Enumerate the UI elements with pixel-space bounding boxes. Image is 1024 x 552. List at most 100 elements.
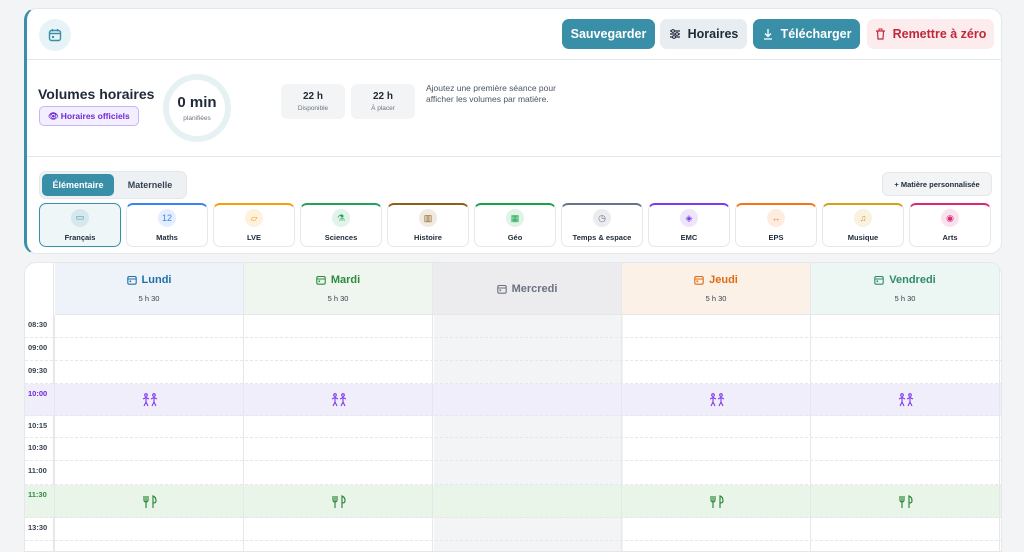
map-icon: ▦ (506, 209, 524, 227)
subject-label: Géo (507, 233, 523, 242)
dumbbell-icon: ↔ (767, 209, 785, 227)
time-row: 13:30 (25, 518, 1001, 541)
time-row: 08:30 (25, 315, 1001, 338)
column-divider (432, 315, 433, 551)
recess-icon[interactable] (244, 384, 433, 416)
book-icon: ▭ (71, 208, 89, 227)
level-switch: Élémentaire Maternelle (39, 171, 187, 199)
day-hours: 5 h 30 (705, 294, 727, 303)
time-label: 13:30 (28, 523, 48, 532)
subject-label: Musique (847, 233, 879, 242)
day-hours: 5 h 30 (138, 294, 160, 303)
calendar-icon (496, 284, 507, 294)
day-label: Jeudi (709, 274, 738, 286)
subject-label: LVE (246, 233, 262, 242)
subject-card[interactable]: ▥ Histoire (387, 203, 469, 247)
subject-card[interactable]: ↔ EPS (735, 203, 817, 247)
planned-ring: 0 min planifiées (163, 74, 231, 142)
subject-label: Histoire (414, 233, 442, 242)
subject-label: Maths (156, 233, 178, 242)
eye-icon: 👁 (48, 110, 59, 121)
subject-card[interactable]: ◈ EMC (648, 203, 730, 247)
time-row: 10:15 (25, 416, 1001, 438)
reset-button[interactable]: Remettre à zéro (867, 19, 994, 49)
column-divider (999, 315, 1000, 551)
available-value: 22 h (302, 91, 323, 102)
lunch-icon[interactable] (811, 485, 1000, 518)
save-button[interactable]: Sauvegarder (562, 19, 655, 49)
reset-label: Remettre à zéro (892, 27, 987, 41)
palette-icon: ◉ (941, 209, 959, 227)
calendar-icon (39, 19, 71, 51)
day-header: Vendredi 5 h 30 (811, 263, 1000, 315)
subject-label: Sciences (324, 233, 358, 242)
recess-icon[interactable] (811, 384, 1000, 416)
day-header: Lundi 5 h 30 (55, 263, 244, 315)
time-row: 10:00 (25, 384, 1001, 416)
time-label: 10:15 (28, 421, 48, 430)
column-divider (810, 315, 811, 551)
time-label: 11:30 (28, 490, 47, 499)
lunch-icon[interactable] (622, 485, 811, 518)
numbers-icon: 12 (158, 209, 176, 227)
tab-kindergarten[interactable]: Maternelle (127, 180, 173, 190)
official-hours-badge[interactable]: 👁 Horaires officiels (39, 106, 139, 126)
available-label: Disponible (297, 105, 329, 112)
toplace-label: À placer (371, 105, 395, 112)
subject-card[interactable]: ▭ Français (39, 203, 121, 247)
subject-card[interactable]: ⚗ Sciences (300, 203, 382, 247)
volumes-section: Volumes horaires 👁 Horaires officiels 0 … (27, 60, 1001, 157)
subject-label: Français (64, 232, 96, 242)
day-label: Vendredi (889, 274, 936, 286)
time-label: 09:30 (28, 366, 48, 375)
tab-elementary[interactable]: Élémentaire (42, 174, 114, 196)
day-name: Lundi (126, 274, 172, 286)
subject-card[interactable]: 12 Maths (126, 203, 208, 247)
day-header: Mercredi (433, 263, 622, 315)
subject-label: Temps & espace (572, 233, 632, 242)
save-label: Sauvegarder (570, 27, 647, 41)
recess-icon[interactable] (55, 384, 244, 416)
volumes-title: Volumes horaires (38, 86, 155, 102)
subject-card[interactable]: ▱ LVE (213, 203, 295, 247)
time-row: 11:30 (25, 485, 1001, 518)
subject-card[interactable]: ♫ Musique (822, 203, 904, 247)
download-label: Télécharger (780, 27, 852, 41)
weekly-calendar: Lundi 5 h 30 Mardi 5 h 30 Mercredi Jeudi 5 h 3… (24, 262, 1002, 552)
time-label: 11:00 (28, 466, 47, 475)
day-header: Mardi 5 h 30 (244, 263, 433, 315)
speech-icon: ▱ (245, 209, 263, 227)
lunch-icon[interactable] (244, 485, 433, 518)
download-button[interactable]: Télécharger (753, 19, 860, 49)
lunch-icon[interactable] (55, 485, 244, 518)
day-name: Vendredi (874, 274, 936, 286)
planned-label: planifiées (183, 115, 211, 122)
day-label: Lundi (141, 274, 172, 286)
time-row: 09:00 (25, 338, 1001, 361)
toplace-value: 22 h (372, 91, 393, 102)
calendar-icon (694, 275, 704, 285)
volumes-hint: Ajoutez une première séance pour affiche… (426, 83, 556, 104)
subject-card[interactable]: ◉ Arts (909, 203, 991, 247)
hours-button[interactable]: Horaires (660, 19, 747, 49)
subject-card[interactable]: ◷ Temps & espace (561, 203, 643, 247)
subject-label: EMC (680, 233, 698, 242)
day-header: Jeudi 5 h 30 (622, 263, 811, 315)
calendar-icon (874, 275, 885, 285)
trash-icon (875, 28, 885, 40)
day-name: Jeudi (694, 274, 738, 286)
flask-icon: ⚗ (332, 209, 350, 227)
day-hours: 5 h 30 (894, 294, 916, 303)
available-stat: 22 h Disponible (281, 84, 345, 119)
calendar-icon (126, 275, 137, 285)
day-name: Mercredi (496, 283, 557, 295)
shield-icon: ◈ (680, 209, 698, 227)
calendar-icon (316, 275, 326, 285)
day-name: Mardi (316, 274, 360, 286)
museum-icon: ▥ (419, 209, 437, 227)
custom-subject-button[interactable]: + Matière personnalisée (882, 172, 992, 196)
recess-icon[interactable] (622, 384, 811, 416)
hours-label: Horaires (687, 27, 739, 41)
subject-card[interactable]: ▦ Géo (474, 203, 556, 247)
day-label: Mardi (330, 274, 361, 286)
